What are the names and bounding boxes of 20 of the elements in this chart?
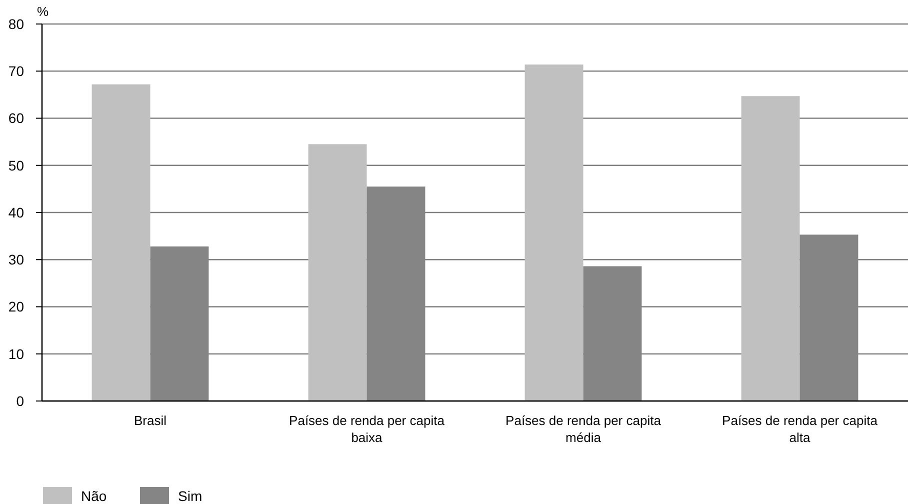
y-tick-label: 70 — [8, 63, 24, 80]
bar — [92, 84, 150, 401]
y-tick-label: 50 — [8, 157, 24, 174]
y-axis-title: % — [37, 4, 49, 19]
bar — [524, 64, 584, 401]
y-tick-label: 80 — [8, 16, 24, 32]
y-tick-label: 40 — [8, 204, 24, 220]
x-tick-label: Países de renda per capita alta — [722, 413, 878, 445]
bar — [308, 144, 367, 401]
x-tick-label: Países de renda per capita média — [506, 413, 662, 445]
legend-label: Não — [81, 488, 107, 504]
x-tick-label: Brasil — [134, 413, 167, 428]
bar — [741, 96, 800, 401]
x-tick-label: Países de renda per capita baixa — [289, 413, 446, 445]
y-tick-label: 10 — [8, 346, 24, 362]
y-tick-label: 30 — [8, 252, 24, 268]
legend-label: Sim — [178, 488, 202, 504]
y-tick-label: 60 — [8, 110, 24, 126]
y-tick-label: 20 — [8, 298, 24, 315]
y-tick-label: 0 — [16, 392, 24, 409]
